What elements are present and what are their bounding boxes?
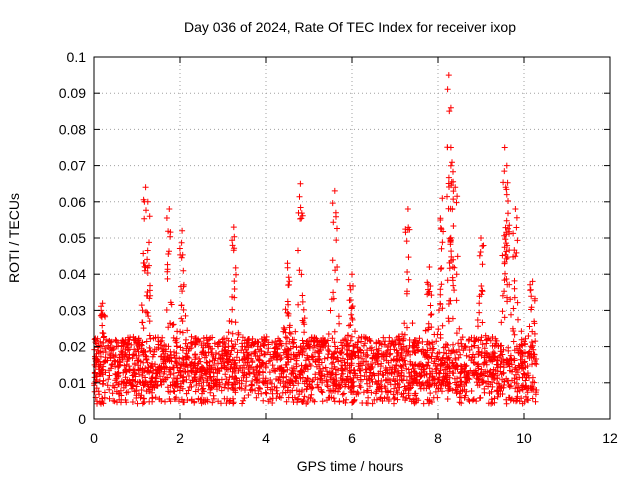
x-tick-label: 10: [516, 430, 532, 446]
y-tick-label: 0.1: [67, 49, 87, 65]
grid: [94, 57, 610, 419]
y-tick-label: 0.08: [59, 121, 86, 137]
y-tick-label: 0.04: [59, 266, 86, 282]
y-tick-label: 0.06: [59, 194, 86, 210]
x-axis-label: GPS time / hours: [297, 458, 404, 474]
y-tick-label: 0.03: [59, 302, 86, 318]
y-tick-label: 0.02: [59, 339, 86, 355]
x-tick-label: 8: [434, 430, 442, 446]
chart-title: Day 036 of 2024, Rate Of TEC Index for r…: [184, 19, 516, 35]
y-tick-label: 0.05: [59, 230, 86, 246]
x-tick-label: 12: [602, 430, 618, 446]
plot-frame: [93, 56, 611, 420]
y-tick-label: 0: [78, 411, 86, 427]
x-tick-label: 0: [90, 430, 98, 446]
y-tick-label: 0.09: [59, 85, 86, 101]
y-axis-label: ROTI / TECUs: [6, 193, 22, 283]
x-tick-label: 4: [262, 430, 270, 446]
x-tick-label: 6: [348, 430, 356, 446]
y-tick-label: 0.07: [59, 158, 86, 174]
x-tick-label: 2: [176, 430, 184, 446]
y-tick-label: 0.01: [59, 375, 86, 391]
